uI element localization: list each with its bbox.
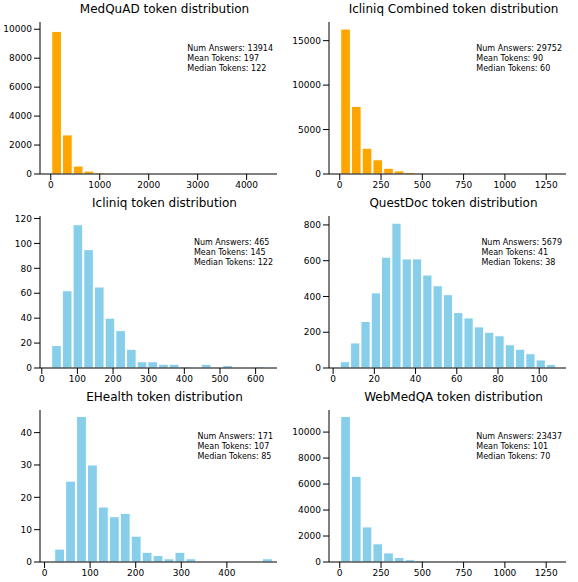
svg-text:10000: 10000 [8,24,32,34]
svg-text:2000: 2000 [298,531,321,541]
svg-text:15000: 15000 [292,36,321,46]
html-text:Num Answers: 5679: Num Answers: 5679 [481,238,562,247]
html-text:QuestDoc token distribution: QuestDoc token distribution [369,196,538,210]
svg-text:300: 300 [140,374,157,384]
html-text:Median Tokens: 70: Median Tokens: 70 [476,452,551,461]
svg-text:0: 0 [42,568,48,578]
svg-text:250: 250 [372,180,389,190]
svg-text:100: 100 [82,568,99,578]
svg-text:8000: 8000 [9,53,32,63]
svg-text:0: 0 [315,169,321,179]
svg-text:6000: 6000 [9,82,32,92]
svg-text:1000: 1000 [88,180,111,190]
html-text:Median Tokens: 60: Median Tokens: 60 [476,64,551,73]
svg-text:600: 600 [304,256,321,266]
html-text:Icliniq token distribution: Icliniq token distribution [92,196,237,210]
svg-text:2000: 2000 [9,140,32,150]
svg-text:10000: 10000 [292,427,321,437]
svg-text:20: 20 [369,374,381,384]
html-text:Median Tokens: 38: Median Tokens: 38 [481,258,556,267]
svg-text:60: 60 [21,288,33,298]
html-text:Median Tokens: 122: Median Tokens: 122 [187,64,267,73]
svg-text:0: 0 [337,180,343,190]
svg-text:300: 300 [173,568,190,578]
html-text:Num Answers: 465: Num Answers: 465 [193,238,270,247]
html-text:Median Tokens: 85: Median Tokens: 85 [197,452,272,461]
html-text:Mean Tokens: 41: Mean Tokens: 41 [481,248,549,257]
svg-text:500: 500 [211,374,228,384]
svg-text:200: 200 [304,327,321,337]
svg-text:30: 30 [21,460,33,470]
svg-text:40: 40 [21,428,33,438]
svg-text:0: 0 [39,374,45,384]
svg-text:400: 400 [176,374,193,384]
html-text:Num Answers: 13914: Num Answers: 13914 [187,44,273,53]
svg-text:80: 80 [21,264,33,274]
svg-text:0: 0 [26,363,32,373]
svg-text:0: 0 [315,557,321,567]
svg-text:40: 40 [21,313,33,323]
svg-text:100: 100 [69,374,86,384]
svg-text:0: 0 [26,169,32,179]
svg-text:0: 0 [330,374,336,384]
svg-text:20: 20 [21,338,33,348]
svg-text:10: 10 [21,525,33,535]
svg-text:8000: 8000 [298,453,321,463]
svg-text:750: 750 [455,568,472,578]
html-text:Mean Tokens: 90: Mean Tokens: 90 [476,54,543,63]
html-text:Mean Tokens: 145: Mean Tokens: 145 [193,248,266,257]
svg-text:2000: 2000 [137,180,160,190]
html-text:Num Answers: 171: Num Answers: 171 [197,432,273,441]
svg-text:600: 600 [247,374,264,384]
svg-text:3000: 3000 [186,180,209,190]
svg-text:500: 500 [414,568,431,578]
svg-text:400: 400 [304,292,321,302]
html-text:Num Answers: 23437: Num Answers: 23437 [476,432,562,441]
svg-text:1000: 1000 [493,568,516,578]
svg-text:4000: 4000 [235,180,258,190]
html-text:Mean Tokens: 197: Mean Tokens: 197 [187,54,260,63]
svg-text:0: 0 [26,557,32,567]
svg-text:200: 200 [104,374,121,384]
svg-text:5000: 5000 [298,125,321,135]
svg-text:0: 0 [337,568,343,578]
svg-text:250: 250 [372,568,389,578]
svg-text:400: 400 [218,568,235,578]
svg-text:1000: 1000 [493,180,516,190]
svg-text:120: 120 [15,214,32,224]
html-text:Mean Tokens: 101: Mean Tokens: 101 [476,442,549,451]
svg-text:100: 100 [531,374,548,384]
html-text:WebMedQA token distribution: WebMedQA token distribution [364,390,543,404]
html-text:Mean Tokens: 107: Mean Tokens: 107 [197,442,270,451]
svg-text:0: 0 [315,363,321,373]
svg-text:500: 500 [414,180,431,190]
svg-text:1250: 1250 [535,568,558,578]
svg-text:200: 200 [127,568,144,578]
html-text:MedQuAD token distribution: MedQuAD token distribution [79,2,250,16]
svg-text:20: 20 [21,493,33,503]
svg-text:60: 60 [451,374,463,384]
svg-text:80: 80 [492,374,504,384]
svg-text:800: 800 [304,220,321,230]
svg-text:4000: 4000 [9,111,32,121]
html-text:Icliniq Combined token distrib: Icliniq Combined token distribution [348,2,559,16]
html-text:EHealth token distribution: EHealth token distribution [86,390,243,404]
html-text:Num Answers: 29752: Num Answers: 29752 [476,44,562,53]
svg-text:10000: 10000 [292,80,321,90]
svg-text:6000: 6000 [298,479,321,489]
svg-text:40: 40 [410,374,422,384]
svg-text:750: 750 [455,180,472,190]
svg-text:0: 0 [48,180,54,190]
svg-text:4000: 4000 [298,505,321,515]
svg-text:1250: 1250 [535,180,558,190]
html-text:Median Tokens: 122: Median Tokens: 122 [193,258,273,267]
svg-text:100: 100 [15,239,32,249]
